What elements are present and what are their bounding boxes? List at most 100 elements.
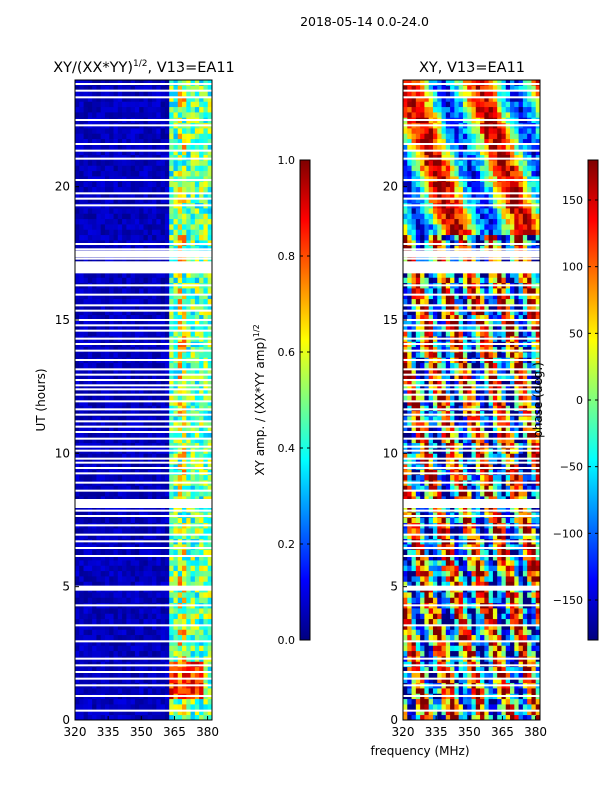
heatmap-cell	[501, 688, 507, 694]
heatmap-cell	[96, 160, 102, 166]
heatmap-cell	[458, 672, 464, 678]
heatmap-cell	[96, 133, 102, 140]
heatmap-cell	[462, 560, 468, 566]
heatmap-cell	[173, 474, 179, 481]
heatmap-cell	[100, 506, 106, 513]
heatmap-cell	[505, 576, 511, 582]
heatmap-cell	[134, 384, 140, 390]
heatmap-cell	[79, 373, 84, 380]
heatmap-cell	[126, 624, 132, 630]
heatmap-cell	[117, 618, 123, 625]
heatmap-cell	[160, 218, 166, 225]
heatmap-cell	[96, 709, 102, 716]
heatmap-cell	[203, 549, 209, 556]
heatmap-cell	[190, 464, 196, 470]
heatmap-cell	[199, 154, 204, 161]
heatmap-cell	[109, 234, 114, 241]
heatmap-cell	[75, 698, 80, 705]
heatmap-cell	[182, 208, 187, 214]
heatmap-cell	[531, 704, 537, 710]
heatmap-cell	[164, 469, 170, 476]
heatmap-cell	[199, 352, 204, 358]
heatmap-cell	[134, 618, 140, 625]
heatmap-cell	[147, 517, 153, 524]
heatmap-cell	[535, 709, 541, 716]
heatmap-cell	[160, 138, 166, 145]
heatmap-cell	[87, 709, 93, 716]
heatmap-cell	[134, 400, 140, 406]
heatmap-cell	[182, 576, 187, 582]
heatmap-cell	[126, 698, 132, 705]
heatmap-cell	[117, 170, 123, 177]
heatmap-cell	[147, 112, 153, 118]
heatmap-cell	[83, 384, 89, 390]
heatmap-cell	[454, 613, 460, 620]
heatmap-cell	[122, 474, 127, 481]
heatmap-cell	[152, 245, 157, 252]
heatmap-cell	[203, 421, 209, 428]
heatmap-cell	[186, 570, 191, 577]
heatmap-cell	[462, 608, 468, 614]
heatmap-cell	[96, 677, 102, 684]
heatmap-cell	[203, 394, 209, 401]
heatmap-cell	[152, 640, 157, 646]
heatmap-cell	[83, 405, 89, 412]
heatmap-cell	[199, 581, 204, 588]
heatmap-cell	[83, 640, 89, 646]
heatmap-cell	[152, 186, 157, 193]
heatmap-cell	[96, 293, 102, 300]
heatmap-cell	[199, 640, 204, 646]
heatmap-cell	[445, 704, 451, 710]
heatmap-cell	[113, 640, 119, 646]
heatmap-cell	[126, 128, 132, 134]
heatmap-cell	[83, 325, 89, 332]
heatmap-cell	[100, 645, 106, 652]
heatmap-cell	[87, 96, 93, 102]
heatmap-cell	[113, 245, 119, 252]
heatmap-cell	[522, 624, 528, 630]
heatmap-cell	[87, 394, 93, 401]
heatmap-cell	[130, 314, 136, 321]
heatmap-cell	[411, 565, 417, 572]
heatmap-cell	[199, 325, 204, 332]
heatmap-cell	[437, 549, 442, 556]
heatmap-cell	[484, 549, 490, 556]
heatmap-cell	[152, 512, 157, 518]
heatmap-cell	[96, 362, 102, 369]
heatmap-cell	[420, 624, 425, 630]
heatmap-cell	[109, 208, 114, 214]
heatmap-cell	[441, 704, 447, 710]
heatmap-cell	[177, 208, 183, 214]
heatmap-cell	[109, 368, 114, 374]
heatmap-cell	[160, 565, 166, 572]
heatmap-cell	[160, 293, 166, 300]
heatmap-cell	[186, 394, 191, 401]
heatmap-cell	[156, 453, 162, 460]
heatmap-cell	[130, 192, 136, 198]
heatmap-cell	[169, 581, 174, 588]
heatmap-cell	[194, 229, 200, 236]
heatmap-cell	[177, 469, 183, 476]
heatmap-cell	[194, 437, 200, 444]
heatmap-cell	[122, 549, 127, 556]
data-gap	[75, 461, 212, 464]
heatmap-cell	[164, 330, 170, 337]
heatmap-cell	[160, 405, 166, 412]
heatmap-cell	[113, 288, 119, 294]
heatmap-cell	[75, 565, 80, 572]
heatmap-cell	[514, 624, 519, 630]
heatmap-cell	[92, 650, 97, 657]
heatmap-cell	[203, 629, 209, 636]
heatmap-cell	[126, 138, 132, 145]
heatmap-cell	[194, 384, 200, 390]
heatmap-cell	[160, 320, 166, 326]
heatmap-cell	[100, 106, 106, 113]
heatmap-cell	[130, 106, 136, 113]
heatmap-cell	[152, 426, 157, 433]
heatmap-cell	[152, 229, 157, 236]
heatmap-cell	[117, 154, 123, 161]
heatmap-cell	[109, 506, 114, 513]
heatmap-cell	[480, 560, 485, 566]
heatmap-cell	[83, 666, 89, 673]
